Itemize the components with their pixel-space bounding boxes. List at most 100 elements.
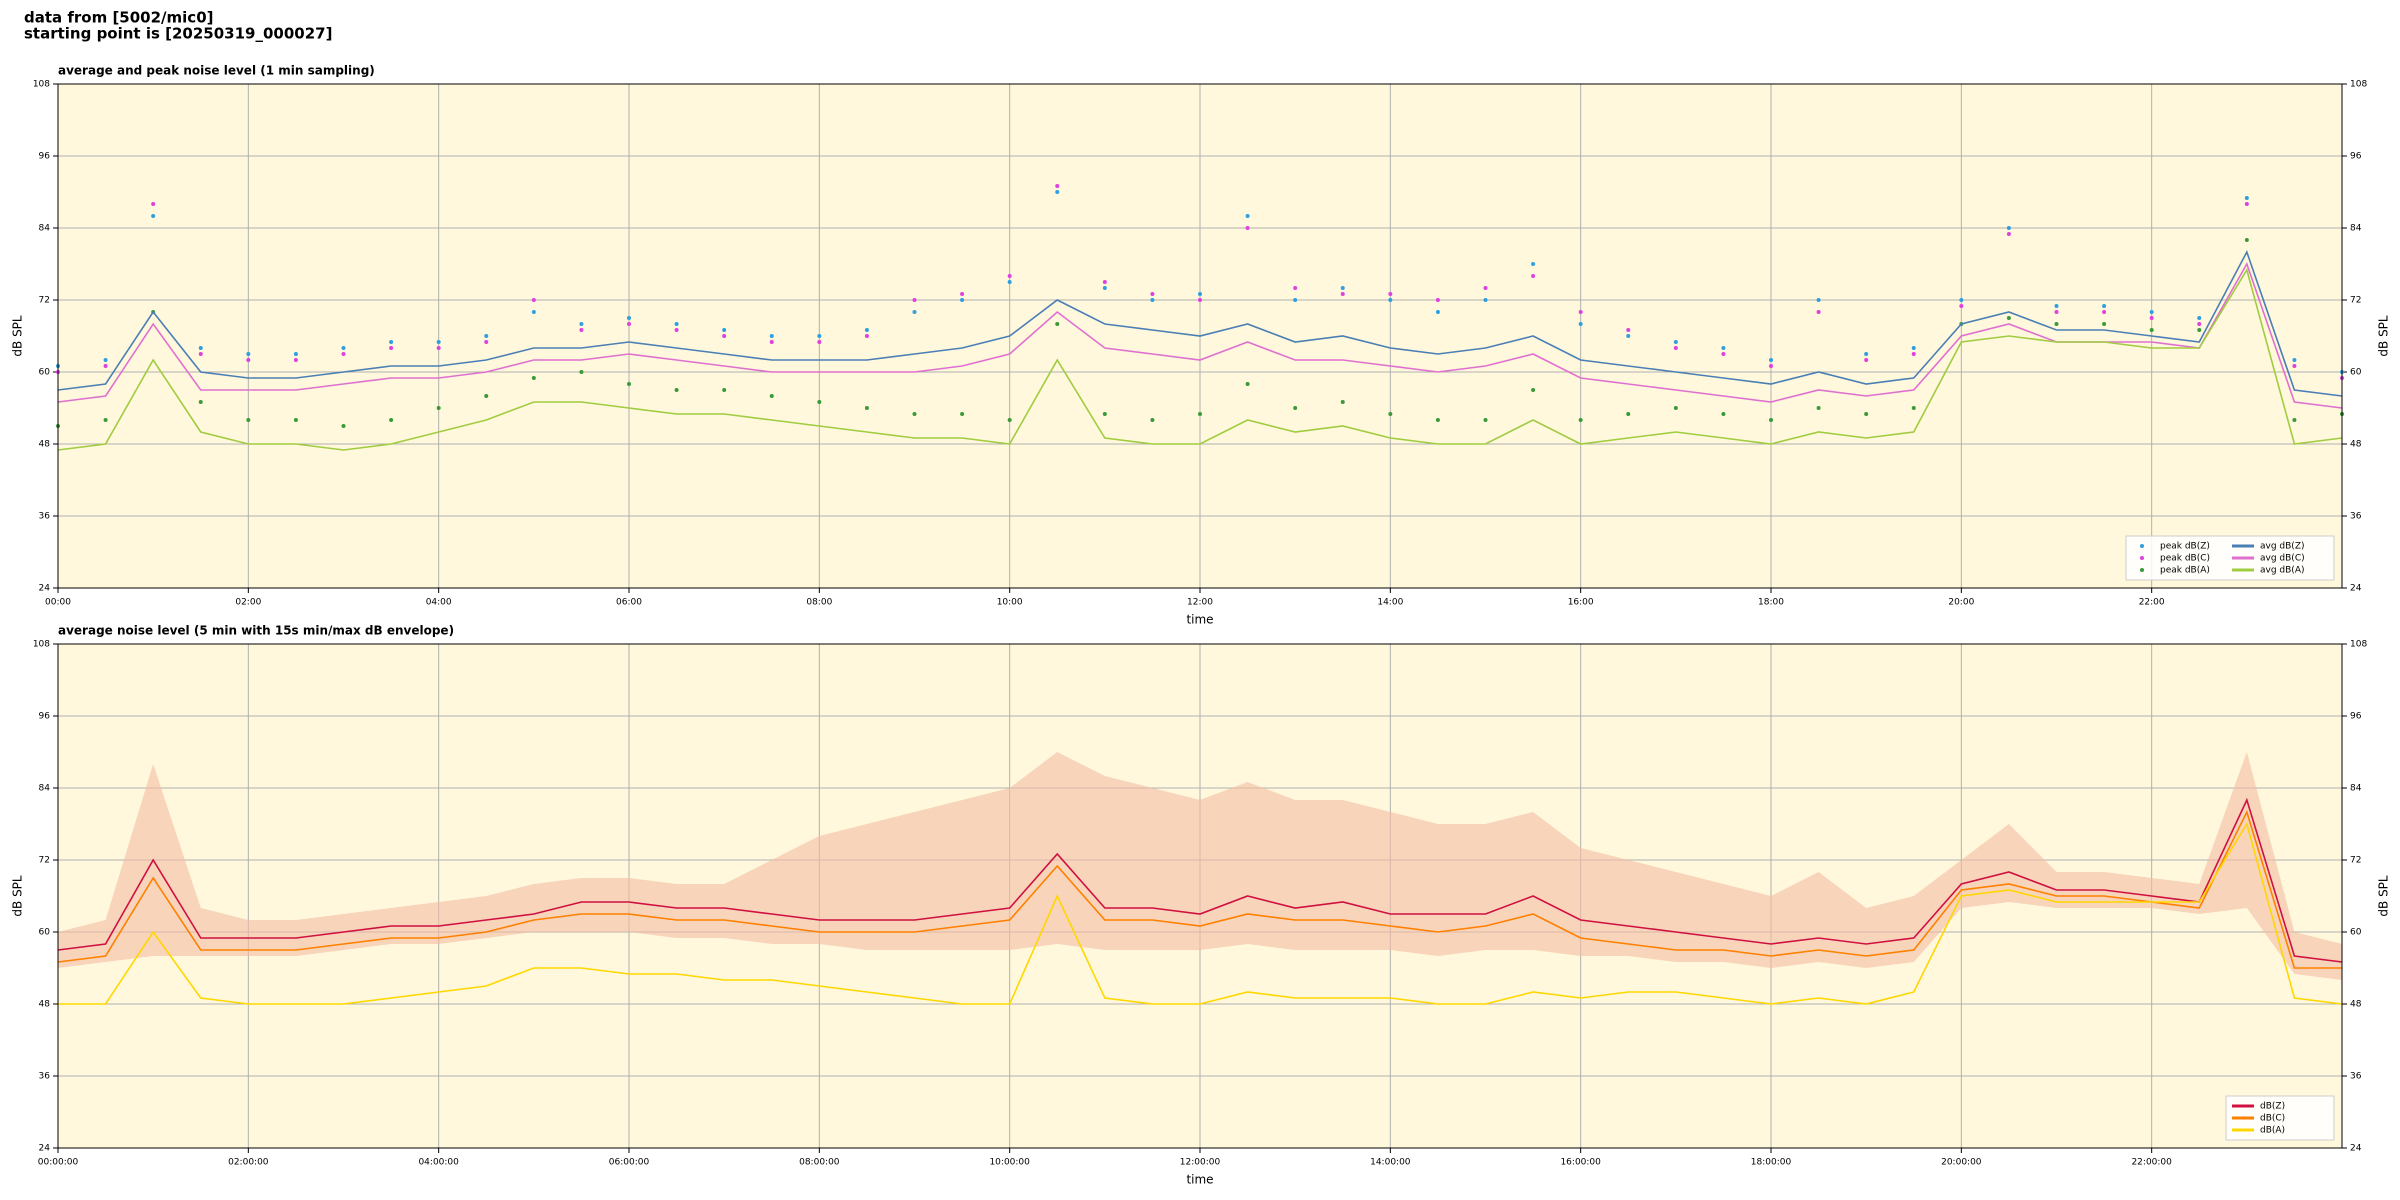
- peak-point: [1578, 418, 1583, 422]
- x-tick-label: 22:00:00: [2131, 1158, 2172, 1168]
- peak-point: [2006, 316, 2011, 320]
- x-axis-label: time: [1186, 1173, 1213, 1187]
- x-tick-label: 06:00:00: [609, 1158, 650, 1168]
- peak-point: [912, 412, 917, 416]
- peak-point: [579, 322, 584, 326]
- peak-point: [1911, 346, 1916, 350]
- peak-point: [2197, 316, 2202, 320]
- y-tick-label: 60: [39, 928, 51, 938]
- peak-point: [1245, 226, 1250, 230]
- y-tick-label: 108: [33, 640, 50, 650]
- peak-point: [627, 316, 631, 320]
- series-line: [57, 262, 2343, 409]
- peak-point: [1198, 412, 1202, 416]
- peak-point: [293, 352, 298, 356]
- peak-point: [103, 358, 108, 362]
- peak-point: [1531, 388, 1536, 392]
- peak-point: [1911, 352, 1916, 356]
- peak-point: [1340, 400, 1345, 404]
- header-line: starting point is [20250319_000027]: [24, 25, 332, 43]
- peak-point: [2292, 358, 2297, 362]
- peak-point: [579, 328, 584, 332]
- peak-point: [293, 358, 298, 362]
- peak-point: [627, 382, 631, 386]
- peak-point: [1626, 334, 1631, 338]
- peak-point: [2197, 328, 2202, 332]
- peak-point: [1388, 292, 1393, 296]
- peak-point: [1483, 418, 1488, 422]
- peak-point: [1102, 412, 1107, 416]
- x-tick-label: 08:00:00: [799, 1158, 840, 1168]
- peak-point: [1435, 418, 1440, 422]
- peak-point: [2292, 364, 2297, 368]
- y-tick-label: 48: [2350, 1000, 2362, 1010]
- peak-point: [1245, 382, 1250, 386]
- peak-point: [912, 310, 917, 314]
- peak-point: [1816, 406, 1821, 410]
- peak-point: [531, 298, 536, 302]
- x-tick-label: 18:00:00: [1751, 1158, 1792, 1168]
- legend-label: peak dB(Z): [2160, 542, 2210, 552]
- peak-point: [1293, 298, 1298, 302]
- x-tick-label: 14:00: [1377, 598, 1403, 608]
- x-axis-label: time: [1186, 613, 1213, 627]
- y-tick-label: 24: [39, 1144, 51, 1154]
- peak-point: [389, 346, 394, 350]
- peak-point: [1055, 322, 1060, 326]
- peak-point: [1007, 274, 1012, 278]
- peak-point: [2197, 322, 2202, 326]
- x-tick-label: 16:00: [1568, 598, 1594, 608]
- x-tick-label: 20:00:00: [1941, 1158, 1982, 1168]
- y-tick-label: 72: [39, 296, 50, 306]
- peak-point: [722, 328, 727, 332]
- series-line: [58, 822, 2343, 1005]
- peak-point: [1293, 406, 1298, 410]
- peak-point: [2054, 304, 2059, 308]
- y-tick-label: 48: [2350, 440, 2362, 450]
- peak-point: [1864, 412, 1869, 416]
- peak-point: [627, 322, 631, 326]
- x-tick-label: 02:00: [235, 598, 261, 608]
- peak-point: [1245, 214, 1250, 218]
- peak-point: [2149, 328, 2154, 332]
- peak-point: [246, 418, 251, 422]
- peak-point: [1531, 274, 1536, 278]
- peak-point: [436, 406, 441, 410]
- x-tick-label: 02:00:00: [228, 1158, 269, 1168]
- legend-label: avg dB(C): [2260, 554, 2305, 564]
- peak-point: [531, 310, 536, 314]
- y-tick-label: 36: [39, 1072, 51, 1082]
- peak-point: [1911, 406, 1916, 410]
- peak-point: [674, 328, 679, 332]
- peak-point: [1483, 286, 1488, 290]
- peak-point: [2149, 310, 2154, 314]
- envelope-area: [58, 752, 2342, 980]
- peak-point: [436, 346, 441, 350]
- peak-point: [1816, 298, 1821, 302]
- peak-point: [1150, 292, 1155, 296]
- peak-point: [1435, 298, 1440, 302]
- y-axis-label: dB SPL: [11, 315, 25, 357]
- peak-point: [246, 358, 251, 362]
- peak-point: [1673, 406, 1678, 410]
- y-tick-label: 72: [2350, 856, 2361, 866]
- peak-point: [2244, 196, 2249, 200]
- peak-point: [1769, 358, 1773, 362]
- peak-point: [817, 334, 822, 338]
- y-tick-label: 96: [39, 712, 51, 722]
- peak-point: [1150, 418, 1155, 422]
- peak-point: [769, 340, 774, 344]
- peak-point: [1864, 358, 1869, 362]
- y-tick-label: 96: [39, 152, 51, 162]
- y-tick-label: 72: [39, 856, 50, 866]
- x-tick-label: 08:00: [806, 598, 832, 608]
- peak-point: [246, 352, 251, 356]
- peak-point: [1578, 322, 1583, 326]
- peak-point: [1864, 352, 1869, 356]
- peak-point: [103, 364, 108, 368]
- y-tick-label: 24: [2350, 1144, 2362, 1154]
- legend-label: dB(Z): [2260, 1102, 2285, 1112]
- x-tick-label: 14:00:00: [1370, 1158, 1411, 1168]
- plot-frame: [57, 83, 2343, 589]
